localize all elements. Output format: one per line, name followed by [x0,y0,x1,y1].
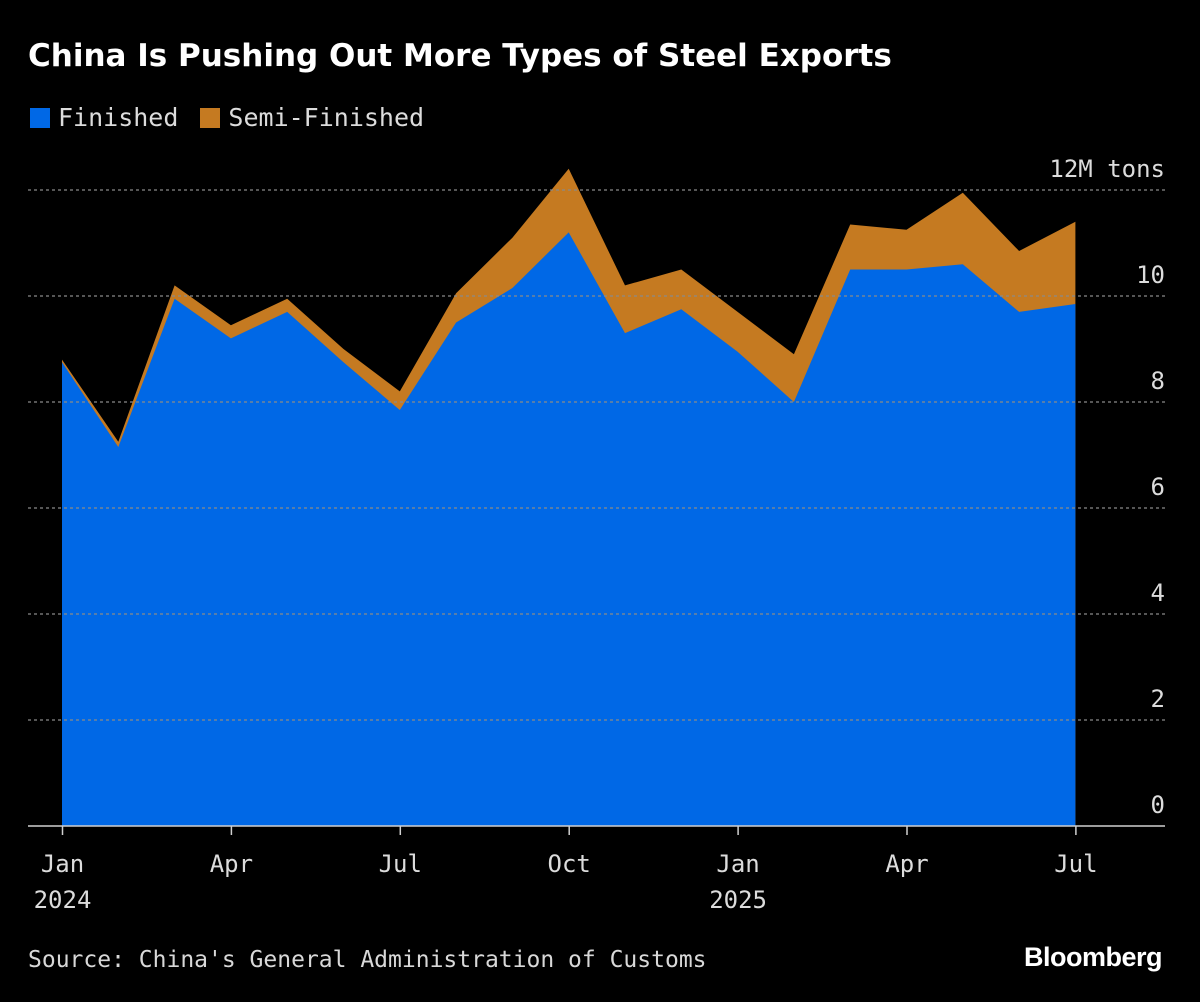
legend-swatch-semi-finished [200,107,221,128]
x-tick-label-apr: Apr [210,850,253,878]
y-tick-label-2: 2 [1151,685,1165,713]
y-tick-label-0: 0 [1151,791,1165,819]
legend-swatch-finished [30,107,50,128]
legend-item-semi-finished: Semi-Finished [200,103,424,132]
y-tick-label-6: 6 [1151,473,1165,501]
legend-item-finished: Finished [30,103,178,132]
x-tick-label-apr: Apr [885,850,928,878]
series-area-finished [62,232,1076,826]
x-tick-label-jan: Jan [716,850,759,878]
source-note: Source: China's General Administration o… [28,947,707,973]
x-tick-year-2024: 2024 [34,886,92,914]
x-tick-label-jul: Jul [1054,850,1097,878]
legend-label-semi-finished: Semi-Finished [228,103,425,132]
legend-label-finished: Finished [58,103,179,132]
x-tick-label-jul: Jul [379,850,422,878]
x-tick-label-jan: Jan [41,850,84,878]
legend: Finished Semi-Finished [30,103,446,132]
x-tick-year-2025: 2025 [709,886,767,914]
y-tick-label-12: 12M tons [1049,155,1165,183]
x-tick-label-oct: Oct [548,850,591,878]
y-tick-label-4: 4 [1151,579,1165,607]
chart-title: China Is Pushing Out More Types of Steel… [28,38,892,74]
y-tick-label-8: 8 [1151,367,1165,395]
y-tick-label-10: 10 [1136,261,1165,289]
bloomberg-logo: Bloomberg [1023,942,1163,972]
